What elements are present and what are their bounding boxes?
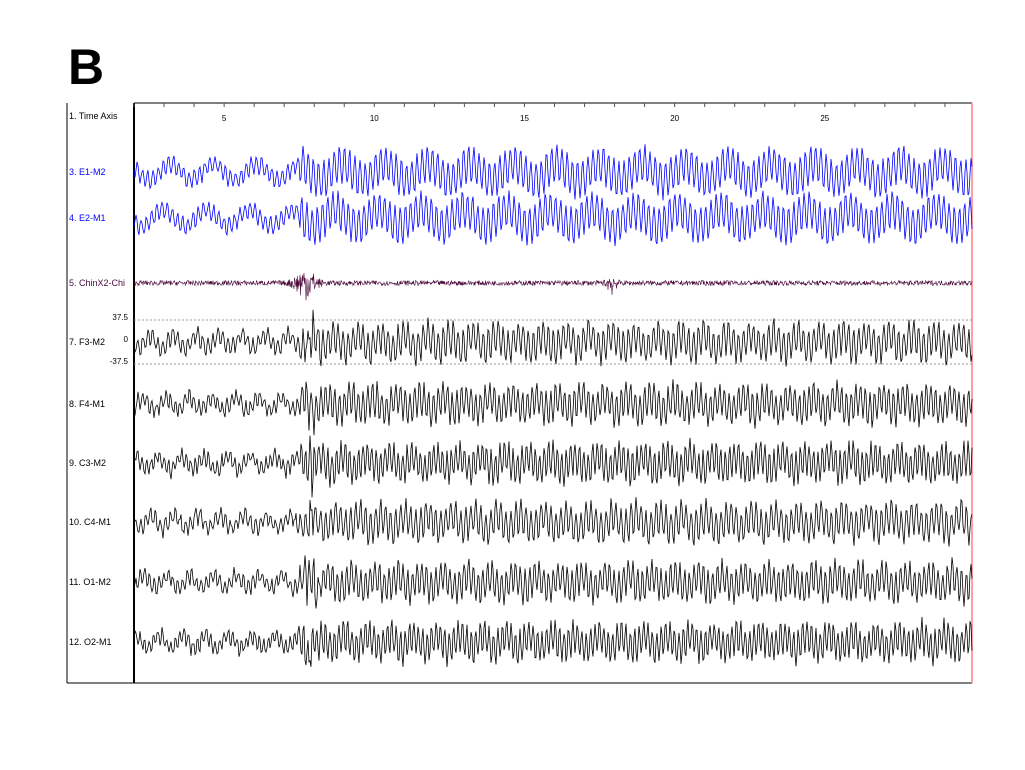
trace-11-o1-m2: [133, 555, 973, 609]
x-tick-label: 5: [222, 114, 227, 123]
trace-12-o2-m1: [133, 616, 973, 668]
trace-9-c3-m2: [133, 435, 973, 498]
channel-label: 12. O2-M1: [69, 637, 112, 647]
trace-3-e1-m2: [133, 144, 973, 201]
x-tick-label: 10: [370, 114, 379, 123]
scale-label: -37.5: [110, 357, 129, 366]
x-tick-label: 25: [820, 114, 829, 123]
channel-label: 8. F4-M1: [69, 399, 105, 409]
channel-label: 7. F3-M2: [69, 337, 105, 347]
channel-label: 5. ChinX2-Chi: [69, 278, 125, 288]
time-axis-label: 1. Time Axis: [69, 111, 118, 121]
channel-label: 10. C4-M1: [69, 517, 111, 527]
channel-label: 11. O1-M2: [69, 577, 111, 587]
x-tick-label: 15: [520, 114, 529, 123]
channel-label: 3. E1-M2: [69, 167, 106, 177]
panel-label: B: [68, 39, 105, 95]
x-tick-label: 20: [670, 114, 679, 123]
trace-8-f4-m1: [133, 379, 973, 436]
channel-label: 9. C3-M2: [69, 458, 106, 468]
trace-7-f3-m2: [133, 309, 973, 367]
trace-5-chinx2-chi: [133, 273, 973, 301]
trace-4-e2-m1: [133, 190, 973, 247]
trace-10-c4-m1: [133, 497, 973, 547]
channel-label: 4. E2-M1: [69, 213, 106, 223]
scale-label: 0: [124, 335, 129, 344]
scale-label: 37.5: [112, 313, 128, 322]
